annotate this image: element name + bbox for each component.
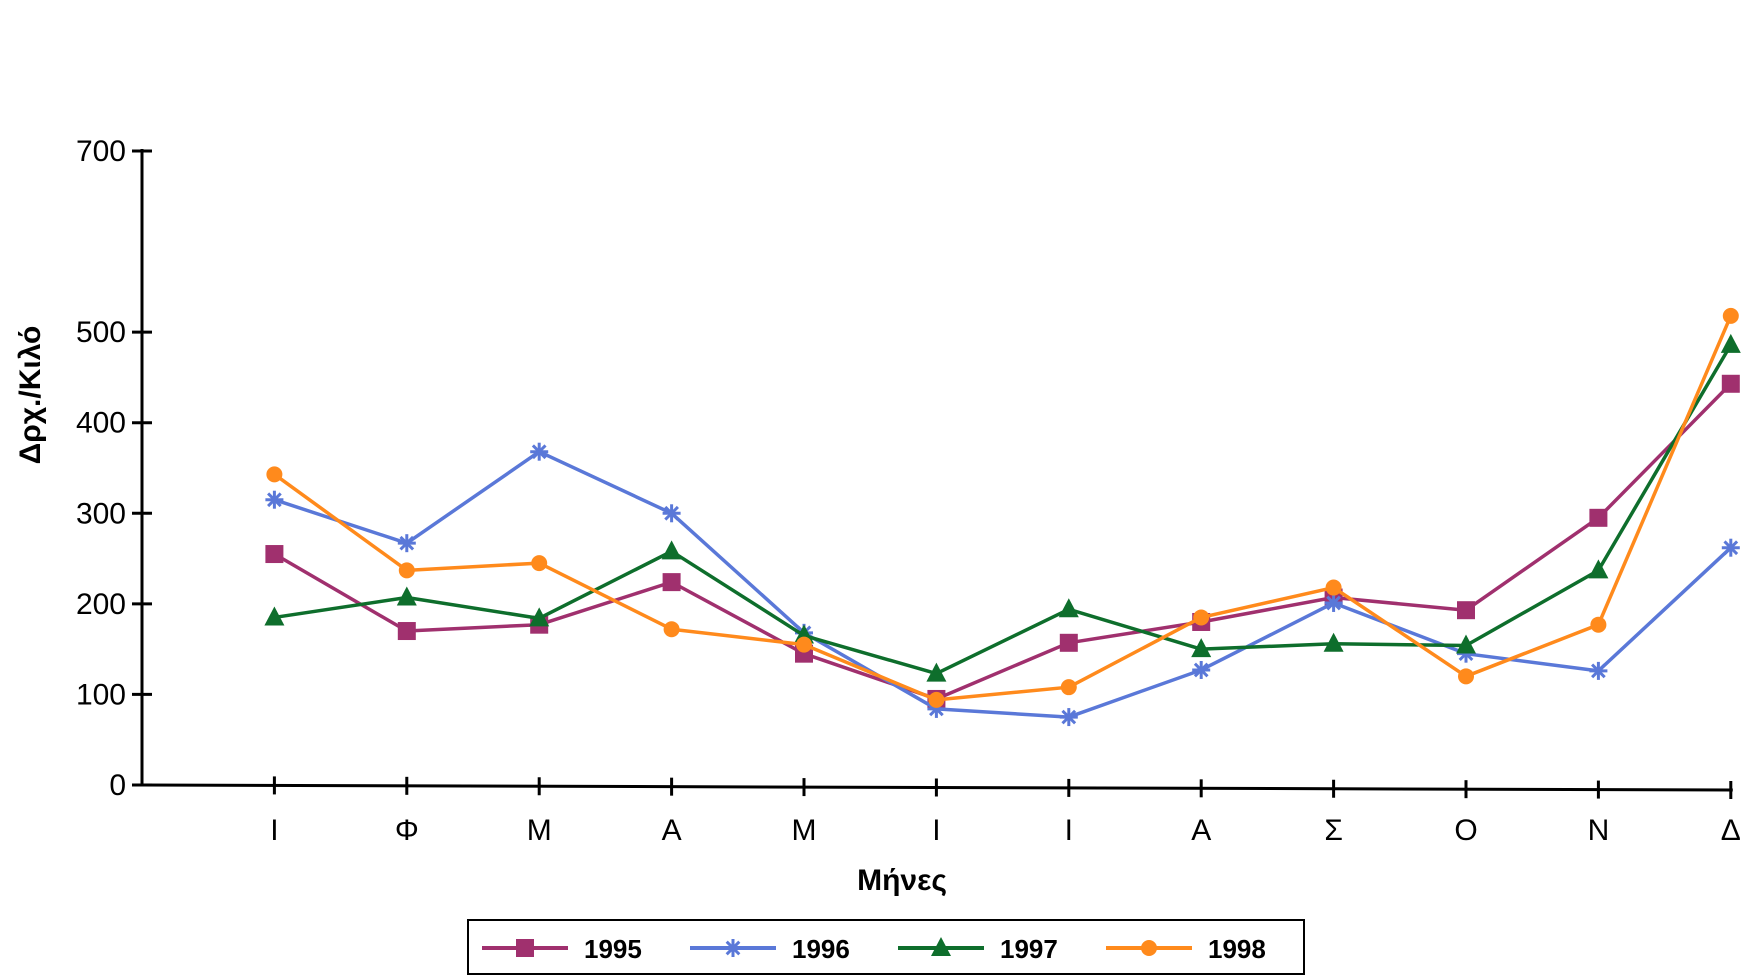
data-point bbox=[1059, 708, 1078, 727]
data-point bbox=[928, 691, 945, 708]
data-point bbox=[1325, 579, 1342, 596]
data-point bbox=[1722, 307, 1739, 324]
legend: 1995 1996 1997 1998 bbox=[467, 919, 1305, 975]
series-line bbox=[273, 382, 1733, 701]
legend-marker bbox=[931, 937, 951, 956]
data-point bbox=[1589, 508, 1608, 527]
data-point bbox=[398, 562, 415, 579]
legend-box bbox=[467, 919, 1305, 975]
data-point bbox=[1458, 668, 1474, 685]
legend-item-1995: 1995 bbox=[482, 934, 642, 964]
data-point bbox=[662, 504, 681, 523]
series-line bbox=[274, 343, 1733, 676]
data-point bbox=[796, 636, 812, 653]
x-tick-label: Δ bbox=[1721, 814, 1741, 847]
x-tick-label: Ο bbox=[1454, 814, 1477, 847]
data-point bbox=[1323, 632, 1344, 652]
x-tick-label: Α bbox=[662, 814, 682, 847]
legend-item-1996: 1996 bbox=[690, 934, 850, 964]
data-point bbox=[1060, 679, 1077, 696]
data-point bbox=[1721, 538, 1740, 557]
y-axis-title: Δρχ./Κιλό bbox=[14, 326, 47, 465]
data-point bbox=[1590, 616, 1607, 633]
data-point bbox=[1589, 661, 1608, 680]
legend-label: 1998 bbox=[1208, 934, 1266, 964]
data-point bbox=[529, 607, 550, 627]
data-point bbox=[1059, 633, 1078, 652]
data-point bbox=[1721, 374, 1740, 393]
x-tick-label: Α bbox=[1191, 814, 1211, 847]
x-tick-label: Ι bbox=[1065, 814, 1073, 847]
data-point bbox=[926, 662, 947, 682]
x-tick-label: Σ bbox=[1324, 814, 1343, 847]
x-tick-label: Μ bbox=[792, 814, 817, 847]
data-point bbox=[1191, 638, 1212, 658]
x-tick-label: Φ bbox=[395, 814, 419, 847]
x-tick-label: Ι bbox=[270, 814, 278, 847]
y-axis: 0 100 200 300 400 500 700 bbox=[76, 135, 152, 802]
legend-marker bbox=[516, 939, 534, 957]
legend-item-1998: 1998 bbox=[1106, 934, 1266, 964]
legend-marker bbox=[724, 939, 742, 957]
data-point bbox=[1720, 333, 1741, 353]
data-point bbox=[663, 621, 680, 638]
x-axis-title: Μήνες bbox=[857, 864, 947, 897]
data-point bbox=[397, 534, 416, 553]
y-tick-label: 300 bbox=[76, 497, 126, 530]
data-point bbox=[1193, 609, 1210, 626]
data-point bbox=[1588, 559, 1609, 579]
data-point bbox=[265, 490, 284, 509]
legend-label: 1997 bbox=[1000, 934, 1058, 964]
series-1996 bbox=[265, 442, 1740, 727]
data-point bbox=[1457, 601, 1475, 620]
series-1998 bbox=[266, 307, 1739, 708]
legend-label: 1996 bbox=[792, 934, 850, 964]
data-point bbox=[530, 442, 549, 461]
legend-label: 1995 bbox=[584, 934, 642, 964]
legend-item-1997: 1997 bbox=[898, 934, 1058, 964]
y-tick-label: 700 bbox=[76, 135, 126, 168]
series-1997 bbox=[264, 333, 1741, 682]
data-point bbox=[661, 540, 682, 560]
y-tick-label: 100 bbox=[76, 678, 126, 711]
data-point bbox=[1456, 634, 1476, 654]
series-lines bbox=[264, 307, 1741, 727]
data-point bbox=[266, 466, 283, 483]
x-tick-label: Ι bbox=[932, 814, 940, 847]
series-line bbox=[273, 449, 1732, 719]
x-tick-label: Μ bbox=[527, 814, 552, 847]
data-point bbox=[264, 606, 285, 626]
x-tick-label: Ν bbox=[1588, 814, 1610, 847]
data-point bbox=[1058, 598, 1079, 618]
y-tick-label: 500 bbox=[76, 316, 126, 349]
data-point bbox=[662, 573, 681, 592]
y-tick-label: 0 bbox=[109, 769, 126, 802]
series-line bbox=[273, 315, 1733, 702]
y-tick-label: 200 bbox=[76, 588, 126, 621]
data-point bbox=[265, 545, 284, 564]
series-1995 bbox=[265, 374, 1740, 708]
y-tick-label: 400 bbox=[76, 407, 126, 440]
data-point bbox=[397, 622, 416, 641]
data-point bbox=[396, 586, 417, 606]
data-point bbox=[1192, 660, 1211, 679]
data-point bbox=[1324, 593, 1343, 612]
data-point bbox=[531, 555, 548, 572]
legend-marker bbox=[1141, 940, 1157, 956]
